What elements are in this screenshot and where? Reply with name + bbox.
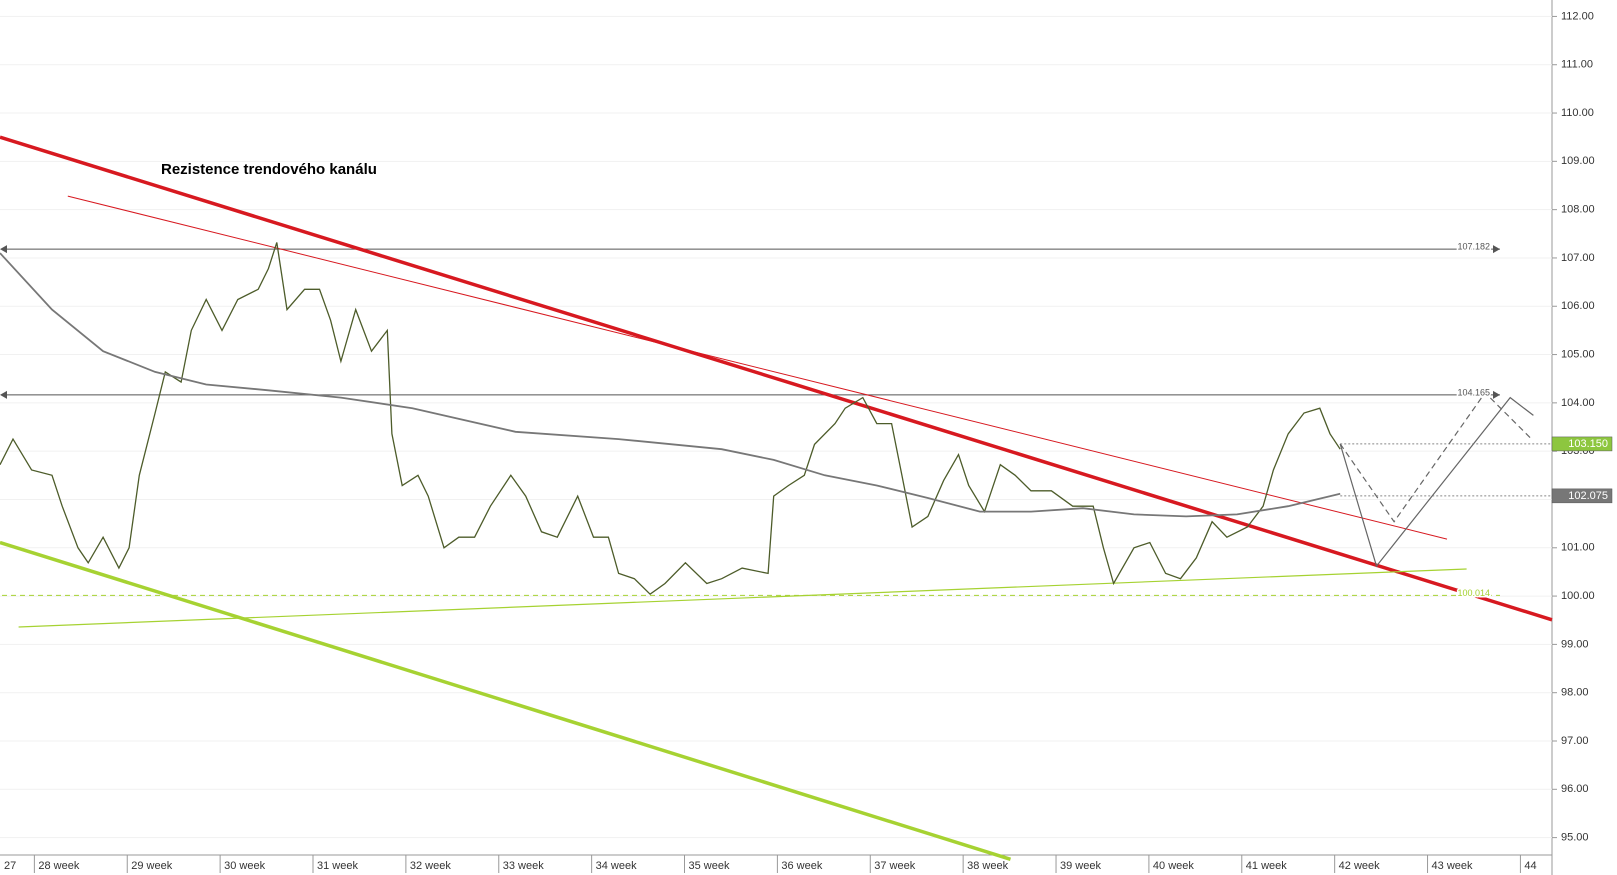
level-arrow <box>1493 245 1500 254</box>
trend-line <box>18 568 1467 628</box>
y-tick-label: 111.00 <box>1561 59 1593 71</box>
trend-line <box>0 135 1553 622</box>
x-tick-label: 31 week <box>317 860 358 872</box>
x-tick-label: 28 week <box>38 860 79 872</box>
price-box-label: 102.075 <box>1568 490 1608 502</box>
y-tick-label: 98.00 <box>1561 687 1589 699</box>
x-tick-label: 29 week <box>131 860 172 872</box>
y-tick-label: 108.00 <box>1561 204 1595 216</box>
y-tick-label: 106.00 <box>1561 300 1595 312</box>
series-line <box>0 252 1341 518</box>
level-label: 100.014 <box>1457 588 1490 598</box>
x-tick-label: 40 week <box>1153 860 1194 872</box>
x-tick-label: 39 week <box>1060 860 1101 872</box>
annotation: Rezistence trendového kanálu <box>161 161 377 178</box>
price-box <box>1551 488 1613 504</box>
x-tick-label: 30 week <box>224 860 265 872</box>
y-tick-label: 97.00 <box>1561 735 1589 747</box>
level-arrow <box>0 245 7 254</box>
level-arrow <box>1493 390 1500 399</box>
x-tick-label: 44 <box>1524 860 1536 872</box>
y-tick-label: 105.00 <box>1561 348 1595 360</box>
y-tick-label: 99.00 <box>1561 638 1589 650</box>
x-tick-label: 36 week <box>781 860 822 872</box>
x-tick-label: 42 week <box>1339 860 1380 872</box>
y-tick-label: 100.00 <box>1561 590 1595 602</box>
level-label: 104.165 <box>1457 387 1490 397</box>
level-label: 107.182 <box>1457 242 1490 252</box>
y-tick-label: 104.00 <box>1561 397 1595 409</box>
x-tick-label: 38 week <box>967 860 1008 872</box>
series-line <box>0 242 1341 596</box>
x-tick-label: 34 week <box>596 860 637 872</box>
y-tick-label: 110.00 <box>1561 107 1594 119</box>
y-tick-label: 112.00 <box>1561 10 1594 22</box>
y-tick-label: 107.00 <box>1561 252 1595 264</box>
level-arrow <box>0 390 7 399</box>
x-tick-label: 35 week <box>689 860 730 872</box>
x-tick-label: 37 week <box>874 860 915 872</box>
trend-line <box>1339 396 1534 568</box>
x-tick-label: 33 week <box>503 860 544 872</box>
y-tick-label: 101.00 <box>1561 542 1595 554</box>
y-tick-label: 96.00 <box>1561 783 1589 795</box>
trend-line <box>67 195 1448 540</box>
price-box <box>1551 436 1613 452</box>
trend-line <box>1339 391 1533 523</box>
y-tick-label: 109.00 <box>1561 155 1595 167</box>
x-tick-label: 41 week <box>1246 860 1287 872</box>
y-tick-label: 95.00 <box>1561 832 1589 844</box>
x-tick-label: 27 <box>4 860 16 872</box>
trend-line <box>0 540 1012 861</box>
price-box-label: 103.150 <box>1568 438 1608 450</box>
x-tick-label: 43 week <box>1432 860 1473 872</box>
x-tick-label: 32 week <box>410 860 451 872</box>
